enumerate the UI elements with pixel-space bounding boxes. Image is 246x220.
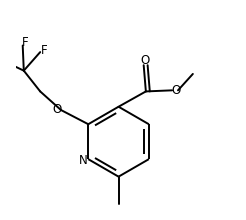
Text: F: F — [41, 44, 47, 57]
Text: O: O — [140, 54, 150, 67]
Text: O: O — [52, 103, 62, 116]
Text: N: N — [79, 154, 88, 167]
Text: F: F — [22, 36, 28, 49]
Text: O: O — [171, 84, 181, 97]
